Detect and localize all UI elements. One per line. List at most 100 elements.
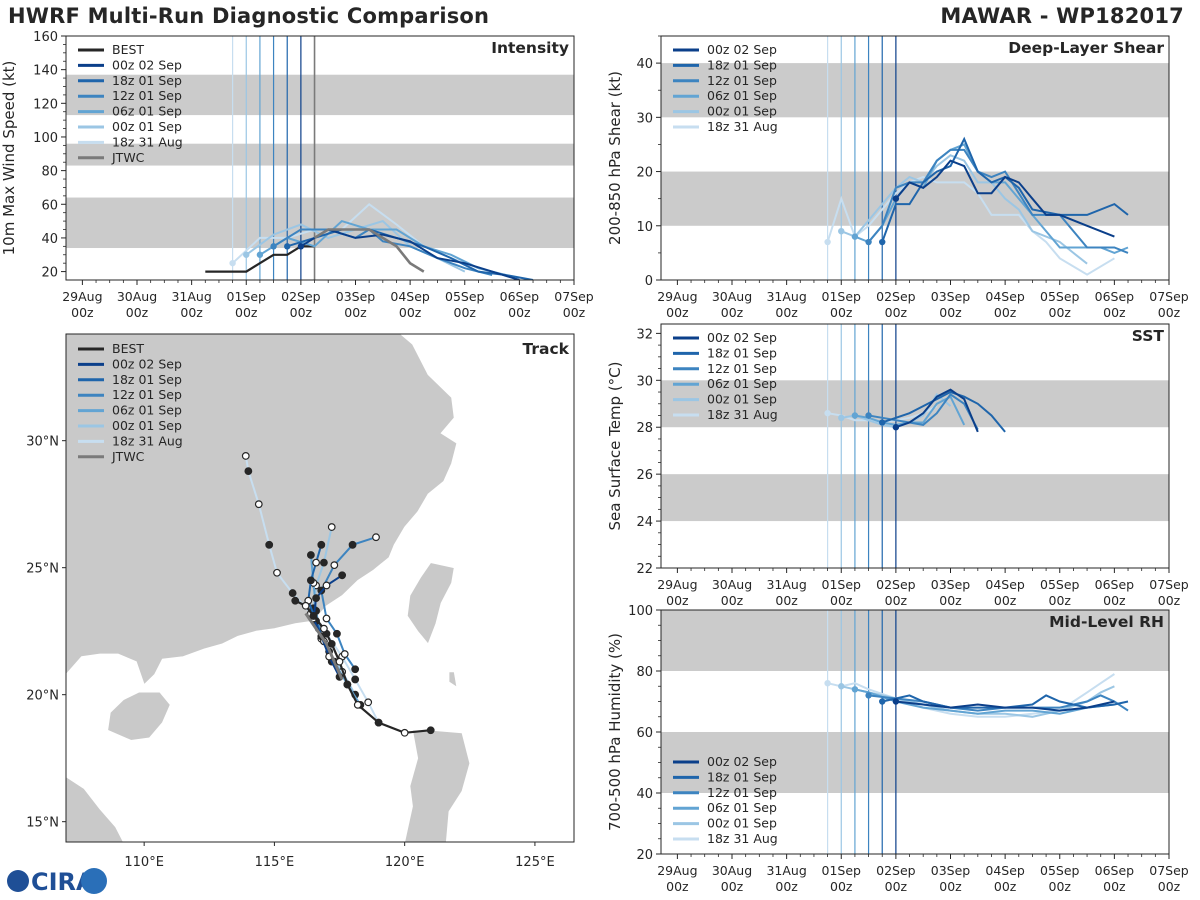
- intensity-legend-label-0: BEST: [112, 42, 144, 57]
- track-best-point-2: [374, 718, 383, 727]
- shear-series-line-1: [881, 136, 1129, 243]
- rh-xtick-sublabel-1: 00z: [721, 879, 744, 894]
- track-series-5-point-1: [364, 698, 373, 707]
- intensity-ytick-label-4: 100: [33, 131, 58, 146]
- intensity-xtick-label-5: 03Sep: [336, 289, 376, 304]
- track-frame: [65, 333, 575, 843]
- shear-legend-label-4: 00z 01 Sep: [707, 104, 777, 119]
- sst-xtick-sublabel-8: 00z: [1103, 593, 1126, 608]
- intensity-xtick-sublabel-0: 00z: [71, 305, 94, 320]
- shear-series-start-point-0: [892, 195, 900, 202]
- intensity-xtick-sublabel-8: 00z: [508, 305, 531, 320]
- sst-plot-area: [661, 324, 1169, 568]
- track-legend-label-1: 00z 02 Sep: [112, 356, 182, 371]
- track-panel-title: Track: [523, 340, 570, 358]
- shear-xtick-sublabel-2: 00z: [775, 305, 798, 320]
- sst-xtick-label-4: 02Sep: [876, 577, 916, 592]
- rh-xtick-label-2: 31Aug: [766, 863, 806, 878]
- rh-series-line-0: [895, 700, 1115, 712]
- sst-xtick-label-1: 30Aug: [712, 577, 752, 592]
- sst-xtick-label-7: 05Sep: [1040, 577, 1080, 592]
- track-series-5-point-7: [273, 568, 281, 577]
- track-vietnam-land: [66, 776, 124, 842]
- sst-ytick-label-5: 32: [636, 327, 653, 342]
- track-series-2-point-5: [330, 561, 339, 570]
- intensity-xtick-sublabel-2: 00z: [180, 305, 203, 320]
- intensity-frame: [65, 35, 575, 281]
- rh-band-1: [661, 610, 1169, 671]
- sst-xtick-sublabel-7: 00z: [1049, 593, 1072, 608]
- intensity-plot-area: [66, 36, 574, 280]
- shear-series-start-point-1: [879, 238, 886, 246]
- intensity-band-2: [66, 74, 574, 116]
- sst-panel-title: SST: [1132, 327, 1165, 345]
- intensity-xtick-label-0: 29Aug: [62, 289, 102, 304]
- intensity-legend-label-4: 06z 01 Sep: [112, 104, 182, 119]
- intensity-legend-label-7: JTWC: [111, 150, 145, 165]
- sst-series-line-1: [881, 390, 1006, 433]
- intensity-ytick-label-0: 20: [41, 266, 58, 281]
- shear-xtick-sublabel-9: 00z: [1158, 305, 1181, 320]
- shear-xtick-label-3: 01Sep: [822, 289, 862, 304]
- sst-legend-label-1: 18z 01 Sep: [707, 345, 777, 360]
- shear-xtick-sublabel-0: 00z: [666, 305, 689, 320]
- track-series-1-point-4: [306, 576, 315, 585]
- track-series-1-point-6: [317, 540, 326, 549]
- rh-xtick-sublabel-3: 00z: [830, 879, 853, 894]
- rh-xtick-sublabel-8: 00z: [1103, 879, 1126, 894]
- sst-ytick-label-4: 30: [636, 374, 653, 389]
- intensity-series-start-point-2: [270, 243, 277, 250]
- track-ytick-label-3: 30°N: [26, 435, 59, 450]
- track-ytick-label-2: 25°N: [26, 562, 59, 577]
- shear-band-1: [661, 63, 1169, 118]
- rh-xtick-label-7: 05Sep: [1040, 863, 1080, 878]
- intensity-series-start-point-0: [297, 243, 305, 250]
- intensity-xtick-sublabel-5: 00z: [344, 305, 367, 320]
- sst-series-start-point-3: [851, 412, 859, 419]
- rh-legend-label-2: 12z 01 Sep: [707, 785, 777, 800]
- sst-series-start-point-4: [838, 414, 845, 422]
- shear-xtick-sublabel-5: 00z: [939, 305, 962, 320]
- track-best-point-4: [343, 680, 352, 689]
- rh-xtick-sublabel-0: 00z: [666, 879, 689, 894]
- sst-xtick-label-9: 07Sep: [1149, 577, 1189, 592]
- rh-ylabel: 700-500 hPa Humidity (%): [606, 633, 624, 831]
- sst-ylabel: Sea Surface Temp (°C): [606, 361, 624, 530]
- track-legend-label-6: 18z 31 Aug: [112, 433, 183, 448]
- sst-legend-label-4: 00z 01 Sep: [707, 392, 777, 407]
- track-luzon-land: [404, 729, 471, 842]
- intensity-series-start-point-1: [284, 243, 291, 250]
- intensity-xtick-label-1: 30Aug: [117, 289, 157, 304]
- intensity-series-start-point-5: [229, 259, 236, 267]
- rh-legend-label-3: 06z 01 Sep: [707, 800, 777, 815]
- shear-legend-label-1: 18z 01 Sep: [707, 57, 777, 72]
- track-series-4-point-6: [320, 558, 328, 567]
- page-title: HWRF Multi-Run Diagnostic Comparison: [8, 4, 490, 28]
- shear-series-start-point-5: [824, 238, 831, 246]
- intensity-xtick-label-9: 07Sep: [554, 289, 594, 304]
- storm-name: MAWAR - WP182017: [940, 4, 1184, 28]
- rh-series-start-point-3: [851, 686, 859, 693]
- track-legend-label-4: 06z 01 Sep: [112, 403, 182, 418]
- track-series-5-point-2: [351, 675, 360, 684]
- shear-series-start-point-2: [865, 238, 872, 246]
- track-best-point-5: [335, 657, 344, 666]
- track-legend-label-0: BEST: [112, 341, 144, 356]
- intensity-xtick-sublabel-4: 00z: [290, 305, 313, 320]
- shear-xtick-sublabel-8: 00z: [1103, 305, 1126, 320]
- rh-series-start-point-0: [892, 698, 900, 705]
- rh-xtick-sublabel-5: 00z: [939, 879, 962, 894]
- shear-series-line-4: [840, 154, 1088, 265]
- track-xtick-label-2: 120°E: [385, 855, 425, 870]
- intensity-series-start-point-4: [243, 251, 250, 258]
- shear-xtick-label-2: 31Aug: [766, 289, 806, 304]
- sst-series-line-0: [895, 388, 979, 433]
- shear-ytick-label-1: 10: [636, 220, 653, 235]
- intensity-xtick-label-7: 05Sep: [445, 289, 485, 304]
- track-xtick-label-1: 115°E: [255, 855, 295, 870]
- sst-ytick-label-0: 22: [636, 562, 653, 577]
- track-series-5-point-11: [241, 452, 250, 460]
- track-legend-label-3: 12z 01 Sep: [112, 387, 182, 402]
- intensity-xtick-label-2: 31Aug: [171, 289, 211, 304]
